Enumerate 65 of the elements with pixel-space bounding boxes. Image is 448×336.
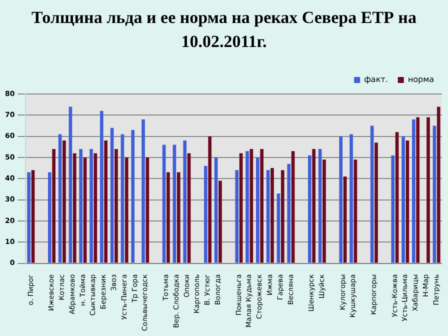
bar [402,136,405,263]
bar [104,140,108,263]
bar [322,160,326,263]
bar [256,157,260,263]
bar [395,132,399,263]
bar [287,164,291,263]
bar [291,151,295,263]
bar [270,168,274,263]
bar [412,119,416,263]
bar [90,149,93,263]
bar [79,149,83,263]
bar [312,149,316,263]
bar [260,149,264,263]
bar [72,153,76,263]
bar [426,117,430,263]
bar [176,172,180,263]
bar [142,119,145,263]
bar [318,149,322,263]
bar [146,157,150,263]
bar [370,126,374,263]
bar [250,149,254,263]
bar [391,155,395,263]
bar [339,136,343,263]
bar [110,128,114,263]
bar [124,157,128,263]
legend-label: факт. [364,75,388,84]
bar [131,130,135,263]
bar [432,126,436,263]
bar [183,140,187,263]
bar [416,117,420,263]
bar [68,106,72,263]
bar [114,149,118,263]
bar [120,134,124,263]
bar [308,155,312,263]
bar [374,142,378,263]
bar [436,106,440,263]
bar [94,153,98,263]
chart-title: Толщина льда и ее норма на реках Севера ЕТР на 10.02.2011г. [30,7,418,53]
bar [48,172,52,263]
bar [100,110,104,263]
bar [266,170,270,263]
bar [235,170,239,263]
bar [276,193,280,263]
bar [354,160,358,263]
legend-label: норма [408,75,434,84]
bar [204,166,208,263]
bar [27,172,31,263]
bar [343,176,347,263]
bar [166,172,170,263]
bar [58,134,62,263]
bar [162,144,166,263]
bar [350,134,353,263]
bar [280,170,284,263]
bar [62,140,66,263]
bar [172,144,176,263]
bar [83,157,87,263]
bar [246,151,249,263]
bar [52,149,56,263]
bar [218,180,222,263]
bar [208,136,212,263]
bar [187,153,191,263]
bar [406,140,410,263]
bar [239,153,243,263]
bar [214,157,218,263]
bar [31,170,35,263]
